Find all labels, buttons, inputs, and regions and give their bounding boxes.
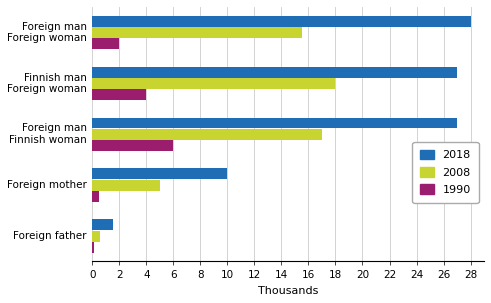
Legend: 2018, 2008, 1990: 2018, 2008, 1990 [412, 142, 479, 203]
Bar [92, 118, 457, 128]
X-axis label: Thousands: Thousands [258, 286, 318, 296]
Bar [92, 78, 335, 89]
Bar [92, 219, 112, 230]
Bar [92, 27, 302, 38]
Bar [92, 140, 173, 151]
Bar [92, 38, 119, 49]
Bar [92, 16, 470, 27]
Bar [92, 67, 457, 78]
Bar [92, 242, 94, 253]
Bar [92, 180, 160, 191]
Bar [92, 191, 99, 202]
Bar [92, 168, 227, 179]
Bar [92, 129, 322, 140]
Bar [92, 89, 146, 100]
Bar [92, 231, 101, 241]
